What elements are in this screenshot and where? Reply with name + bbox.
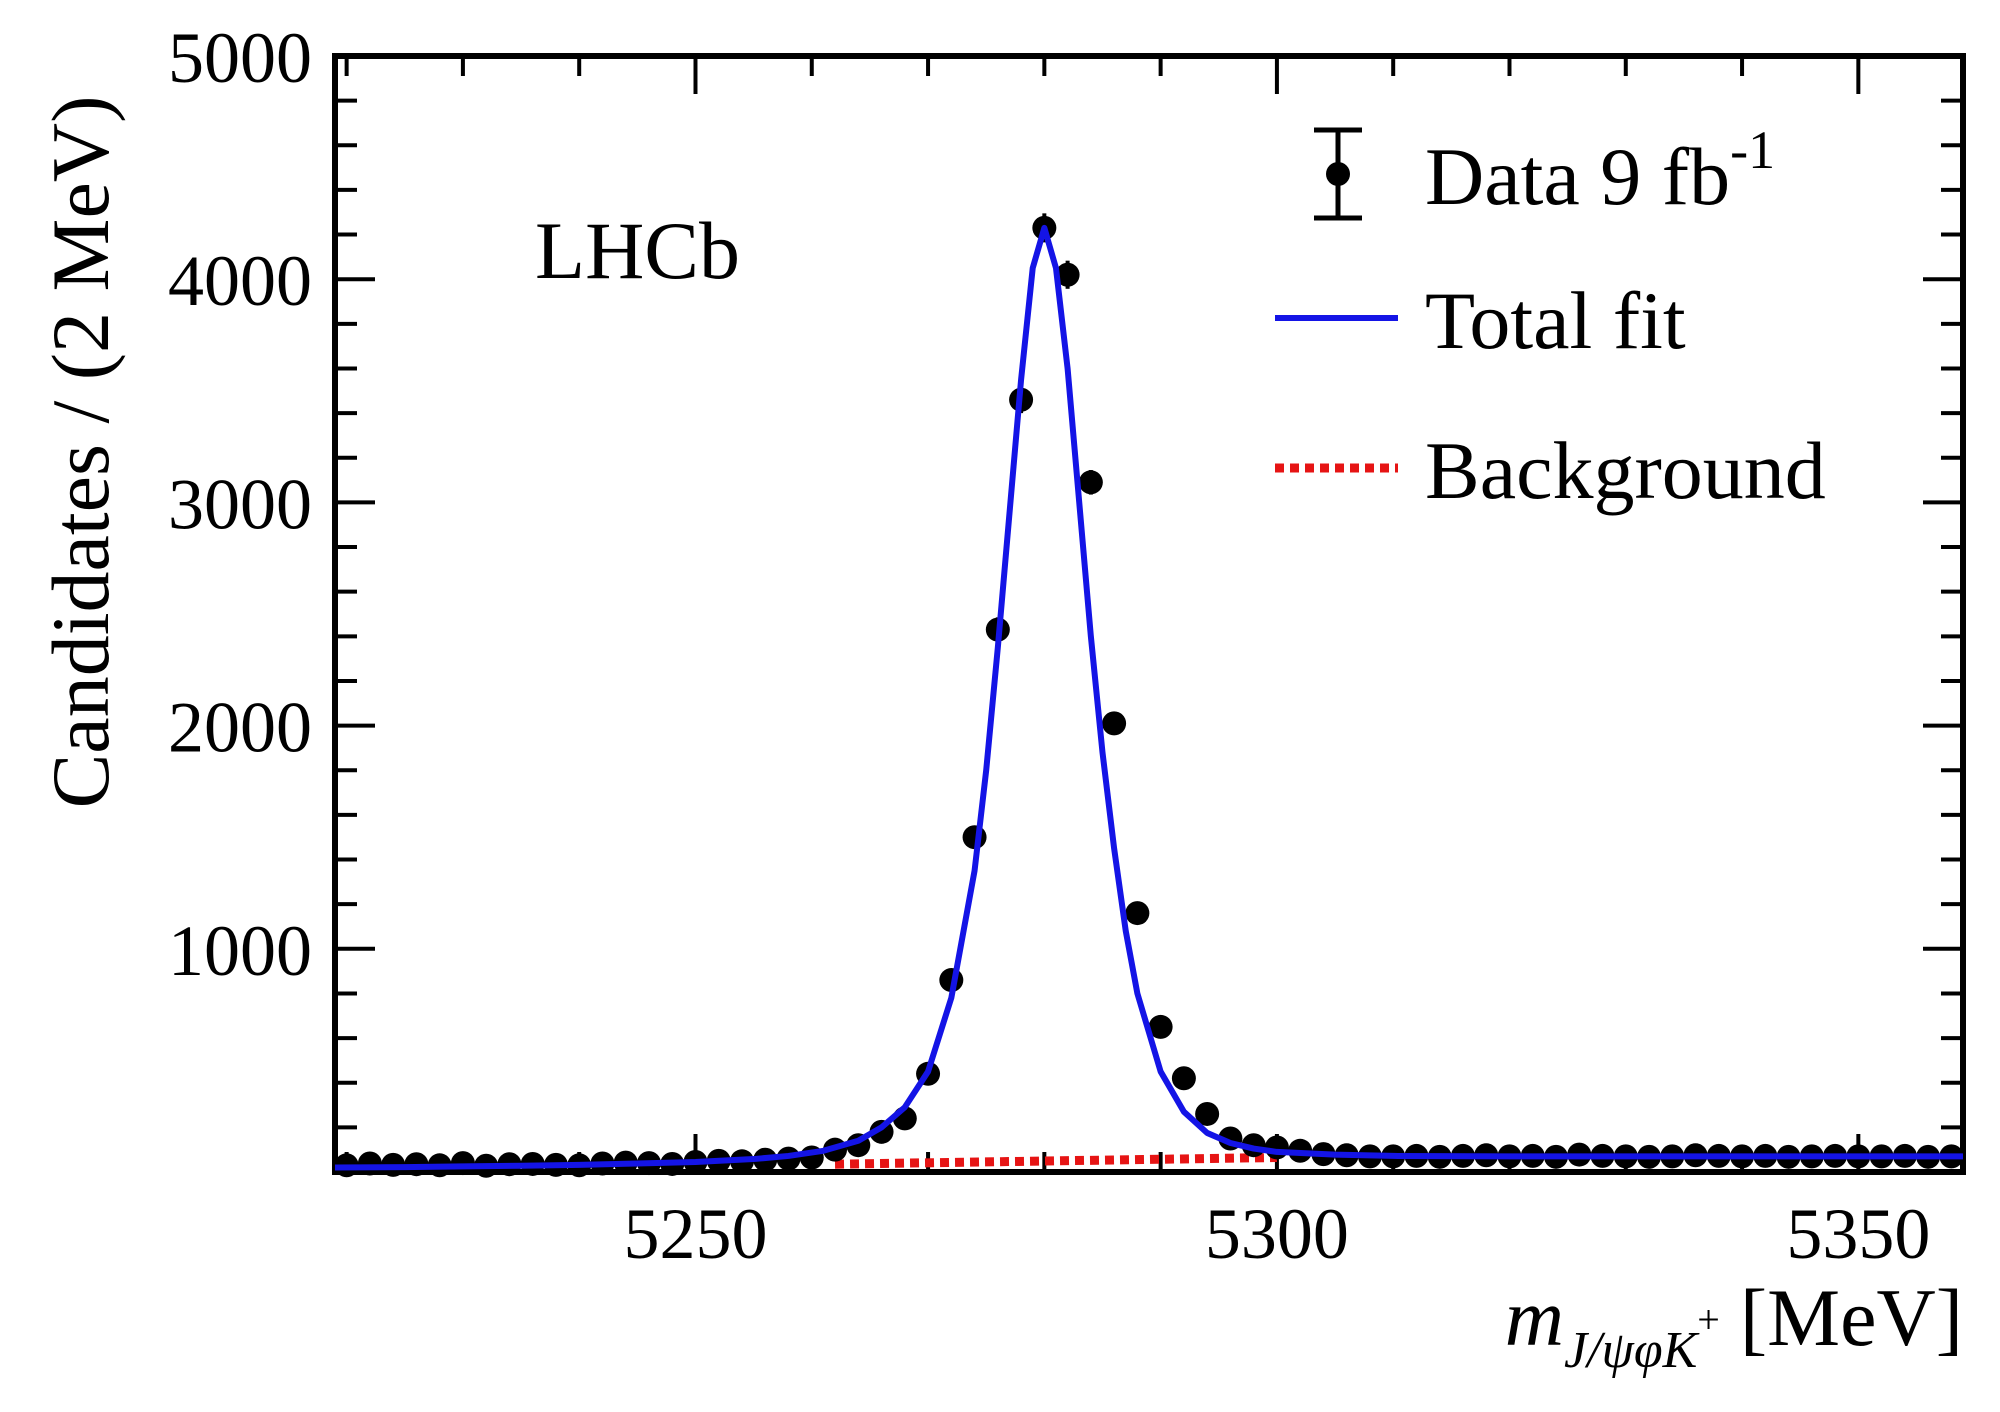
x-axis-title-superscript: +: [1697, 1297, 1720, 1342]
y-tick-label: 4000: [168, 241, 312, 321]
legend-entry-data: Data 9 fb-1: [1314, 120, 1775, 222]
y-axis-title: Candidates / (2 MeV): [35, 96, 126, 809]
data-point: [357, 1151, 382, 1176]
data-point-marker: [1055, 262, 1080, 287]
x-tick-label: 5350: [1786, 1194, 1930, 1274]
y-tick-label: 1000: [168, 911, 312, 991]
data-point: [1055, 260, 1080, 289]
legend-entry-background: Background: [1275, 425, 1826, 516]
data-point: [450, 1151, 475, 1176]
legend-entry-total-fit: Total fit: [1275, 275, 1686, 366]
x-axis-title-subscript: J/ψφK: [1564, 1322, 1700, 1379]
data-point-marker: [357, 1151, 382, 1176]
data-point: [1102, 711, 1127, 736]
legend-data-label: Data 9 fb-1: [1425, 120, 1775, 222]
x-axis-title-main: m: [1505, 1272, 1564, 1363]
x-tick-label: 5250: [623, 1194, 767, 1274]
legend-data-text: Data 9 fb: [1425, 131, 1730, 222]
legend-background-label: Background: [1425, 425, 1826, 516]
total-fit-line: [334, 224, 1963, 1171]
data-point-marker: [1102, 711, 1127, 736]
x-tick-label: 5300: [1205, 1194, 1349, 1274]
plot-frame: [332, 53, 1966, 1175]
data-point-marker: [1125, 901, 1150, 926]
series-layer: [334, 213, 1964, 1178]
data-point: [1264, 1135, 1289, 1160]
legend-data-marker: [1326, 162, 1350, 186]
axis-tick-labels: 5250 5300 5350 1000 2000 3000 4000 5000: [168, 18, 1930, 1274]
data-point: [1195, 1101, 1220, 1126]
data-point-marker: [1148, 1014, 1173, 1039]
data-point-marker: [450, 1151, 475, 1176]
data-point-marker: [1195, 1101, 1220, 1126]
experiment-label: LHCb: [535, 205, 740, 296]
legend: Data 9 fb-1 Total fit Background: [1275, 120, 1826, 516]
legend-total-fit-label: Total fit: [1425, 275, 1686, 366]
data-point: [1148, 1014, 1173, 1039]
data-point: [1078, 470, 1103, 495]
data-point-marker: [1264, 1135, 1289, 1160]
legend-data-superscript: -1: [1730, 120, 1775, 180]
x-axis-title-unit: [MeV]: [1740, 1272, 1963, 1363]
data-point: [1171, 1066, 1196, 1091]
data-point: [1125, 901, 1150, 926]
x-axis-title: mJ/ψφK+ [MeV]: [1505, 1272, 1963, 1379]
y-tick-label: 5000: [168, 18, 312, 98]
background-line: [834, 1152, 1277, 1169]
data-point-marker: [1078, 470, 1103, 495]
data-point-marker: [1171, 1066, 1196, 1091]
y-tick-label: 2000: [168, 688, 312, 768]
y-tick-label: 3000: [168, 464, 312, 544]
axis-ticks: [335, 56, 1963, 1172]
